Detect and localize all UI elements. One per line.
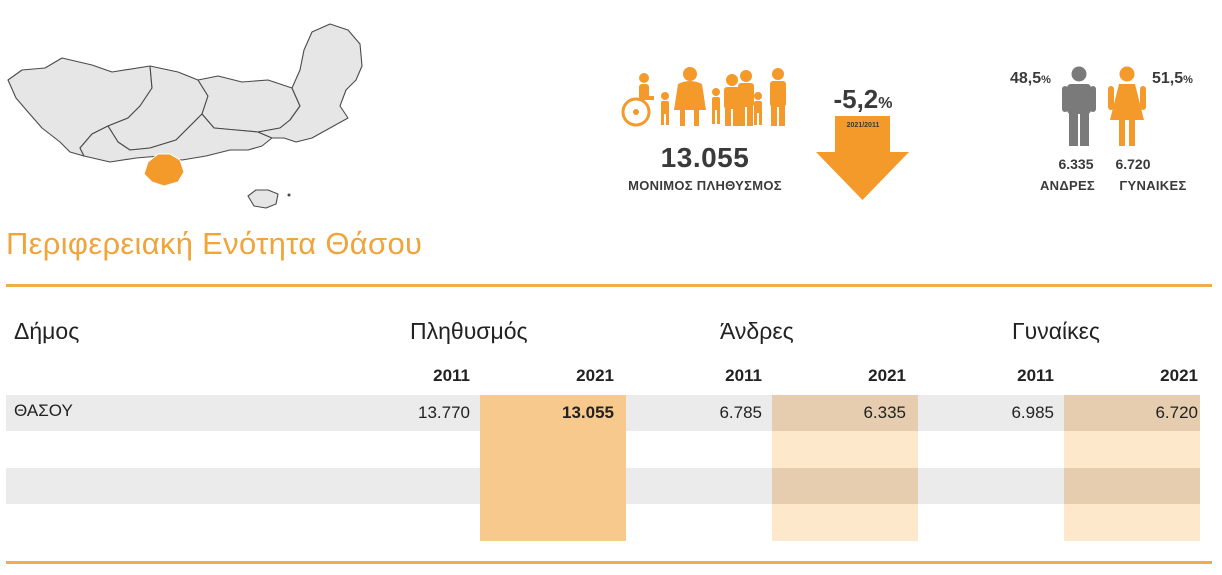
woman-icon [1108,66,1146,146]
page-title: Περιφερειακή Ενότητα Θάσου [6,226,423,261]
divider-bottom [6,561,1212,564]
divider-top [6,284,1212,287]
islet-dot [287,193,291,197]
women-2021-overlap-1 [1064,395,1200,431]
year-pop-2011: 2011 [433,366,470,385]
women-count: 6.720 [1115,156,1151,172]
men-percent-sign: % [1041,74,1051,86]
pop-2021-highlight [480,395,626,541]
men-label: ΑΝΔΡΕΣ [1039,178,1096,193]
region-map [7,23,363,209]
population-value: 13.055 [660,142,750,173]
cell-women-2021: 6.720 [1155,403,1198,422]
change-period: 2021/2011 [846,122,880,129]
family-icon [621,67,786,127]
year-men-2021: 2021 [868,366,906,385]
cell-men-2011: 6.785 [719,403,762,422]
men-count: 6.335 [1058,156,1094,172]
man-icon [1062,66,1096,146]
population-change: -5,2% [818,84,908,115]
col-population: Πληθυσμός [410,318,528,344]
men-2021-overlap-3 [772,468,918,504]
col-municipality: Δήμος [14,318,80,344]
population-label: ΜΟΝΙΜΟΣ ΠΛΗΘΥΣΜΟΣ [628,178,782,193]
col-men: Άνδρες [720,318,794,344]
year-women-2011: 2011 [1017,366,1054,385]
women-percent: 51,5% [1152,70,1193,88]
cell-men-2021: 6.335 [863,403,906,422]
cell-women-2011: 6.985 [1011,403,1054,422]
change-value: -5,2 [833,84,879,114]
col-women: Γυναίκες [1012,318,1100,344]
men-percent-value: 48,5 [1010,70,1042,87]
cell-pop-2021: 13.055 [562,403,614,422]
men-2021-overlap-1 [772,395,918,431]
women-2021-overlap-3 [1064,468,1200,504]
women-percent-sign: % [1183,74,1193,86]
map-regions [7,23,363,209]
women-percent-value: 51,5 [1152,70,1184,87]
year-men-2011: 2011 [725,366,762,385]
year-pop-2021: 2021 [576,366,614,385]
samothrace-island [247,189,279,209]
down-arrow-icon [816,116,909,200]
women-label: ΓΥΝΑΙΚΕΣ [1119,178,1187,193]
row-municipality: ΘΑΣΟΥ [14,401,73,420]
cell-pop-2011: 13.770 [418,403,470,422]
region-east [257,23,363,143]
thasos-island [143,153,185,187]
men-percent: 48,5% [1010,70,1051,88]
year-women-2021: 2021 [1160,366,1198,385]
change-unit: % [878,95,893,112]
